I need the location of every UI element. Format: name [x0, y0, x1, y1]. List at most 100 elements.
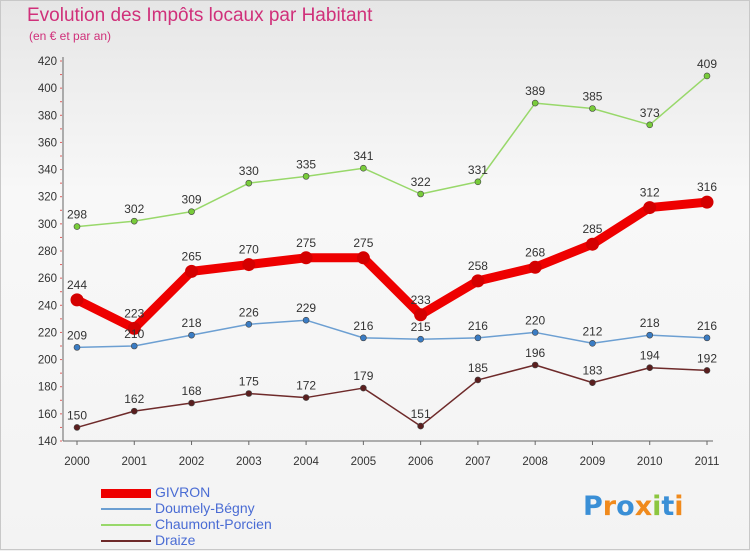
series-line-draize	[76, 364, 708, 429]
data-point-doumely-begny	[589, 339, 596, 347]
y-tick-label: 220	[38, 327, 57, 339]
series-line-chaumont-porcien	[76, 75, 708, 228]
legend-swatch	[101, 489, 151, 498]
data-point-draize	[245, 390, 253, 397]
data-point-doumely-begny	[245, 320, 253, 328]
data-label-doumely-begny: 216	[353, 319, 373, 333]
data-label-doumely-begny: 212	[582, 324, 602, 338]
data-label-draize: 196	[525, 346, 545, 360]
data-point-doumely-begny	[474, 334, 482, 342]
data-label-givron: 275	[296, 236, 316, 250]
data-label-givron: 270	[239, 243, 259, 257]
data-point-givron	[414, 308, 428, 322]
chart-subtitle: (en € et par an)	[29, 29, 112, 43]
y-tick-label: 300	[38, 219, 57, 231]
data-label-chaumont-porcien: 373	[640, 106, 660, 120]
y-tick-label: 340	[38, 165, 57, 177]
data-label-givron: 223	[124, 306, 144, 320]
data-point-draize	[589, 379, 596, 386]
y-tick-label: 180	[38, 382, 57, 394]
legend-swatch	[101, 524, 151, 526]
data-label-draize: 183	[582, 364, 602, 378]
data-point-givron	[299, 251, 313, 265]
data-point-chaumont-porcien	[302, 173, 310, 180]
data-label-doumely-begny: 218	[640, 316, 660, 330]
data-point-doumely-begny	[188, 331, 195, 339]
data-label-chaumont-porcien: 330	[239, 164, 259, 178]
x-tick-label: 2011	[695, 456, 720, 468]
x-tick-label: 2003	[236, 456, 262, 468]
legend-swatch	[101, 540, 151, 542]
data-label-chaumont-porcien: 341	[353, 149, 373, 163]
data-point-givron	[700, 195, 714, 209]
data-point-givron	[585, 237, 599, 251]
data-point-givron	[70, 293, 84, 307]
data-label-draize: 162	[124, 392, 144, 406]
data-point-chaumont-porcien	[245, 179, 253, 187]
data-label-doumely-begny: 218	[182, 316, 202, 330]
data-label-givron: 268	[525, 245, 545, 259]
data-label-draize: 151	[411, 407, 431, 421]
data-label-givron: 244	[67, 278, 87, 292]
series-line-givron	[72, 197, 712, 333]
chart-title: Evolution des Impôts locaux par Habitant	[27, 5, 373, 26]
data-label-givron: 312	[640, 186, 660, 200]
data-label-chaumont-porcien: 298	[67, 208, 87, 222]
y-tick-label: 380	[38, 110, 57, 122]
data-point-draize	[73, 424, 81, 431]
data-point-doumely-begny	[703, 334, 711, 342]
legend-label: Doumely-Bégny	[155, 500, 255, 516]
data-label-draize: 172	[296, 379, 316, 393]
y-tick-label: 420	[38, 56, 57, 68]
y-tick-label: 240	[38, 300, 57, 312]
data-label-givron: 233	[411, 293, 431, 307]
data-point-givron	[471, 274, 485, 288]
data-point-doumely-begny	[417, 335, 424, 343]
data-point-draize	[531, 361, 539, 369]
y-tick-label: 160	[38, 409, 57, 421]
data-label-chaumont-porcien: 409	[697, 57, 717, 71]
data-label-givron: 316	[697, 180, 717, 194]
data-point-chaumont-porcien	[188, 208, 195, 215]
data-label-chaumont-porcien: 389	[525, 84, 545, 98]
data-label-doumely-begny: 216	[697, 319, 717, 333]
logo-letter: x	[634, 491, 653, 522]
data-label-draize: 175	[239, 375, 259, 389]
logo-letter: o	[616, 491, 635, 522]
data-label-doumely-begny: 210	[124, 327, 144, 341]
data-label-chaumont-porcien: 309	[182, 193, 202, 207]
data-point-draize	[360, 384, 367, 392]
data-point-chaumont-porcien	[589, 105, 596, 112]
data-label-draize: 192	[697, 351, 717, 365]
data-label-chaumont-porcien: 331	[468, 163, 488, 177]
x-tick-label: 2000	[64, 456, 90, 468]
data-point-chaumont-porcien	[360, 164, 367, 172]
y-tick-label: 140	[38, 436, 57, 448]
logo-letter: r	[602, 491, 617, 522]
x-tick-label: 2008	[522, 456, 548, 468]
data-point-givron	[127, 321, 141, 335]
data-point-chaumont-porcien	[130, 217, 138, 225]
data-label-doumely-begny: 226	[239, 305, 259, 319]
data-point-doumely-begny	[130, 342, 138, 350]
data-point-chaumont-porcien	[73, 223, 81, 230]
data-point-doumely-begny	[360, 334, 367, 342]
x-tick-label: 2002	[179, 456, 205, 468]
data-label-draize: 185	[468, 361, 488, 375]
data-label-givron: 275	[353, 236, 373, 250]
logo-letter: i	[652, 491, 662, 522]
data-label-draize: 194	[640, 349, 660, 363]
x-tick-label: 2006	[408, 456, 434, 468]
data-label-givron: 265	[182, 249, 202, 263]
logo-letter: t	[661, 491, 675, 522]
data-label-draize: 179	[353, 369, 373, 383]
data-point-givron	[643, 201, 657, 215]
data-label-givron: 258	[468, 259, 488, 273]
data-point-draize	[130, 407, 138, 415]
legend-label: Draize	[155, 532, 196, 548]
data-label-givron: 285	[582, 222, 602, 236]
data-point-doumely-begny	[302, 316, 310, 324]
logo-letter: i	[674, 491, 684, 522]
y-tick-label: 360	[38, 137, 57, 149]
